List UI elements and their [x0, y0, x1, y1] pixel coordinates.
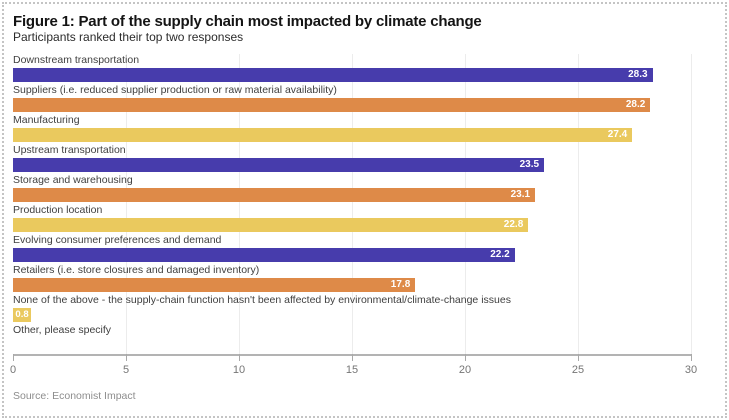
bar-label: Suppliers (i.e. reduced supplier product… — [13, 84, 337, 96]
axis-tick-label: 5 — [122, 364, 130, 376]
bar-row: Evolving consumer preferences and demand… — [13, 234, 691, 264]
bar: 22.8 — [13, 218, 529, 232]
bar-value: 28.2 — [625, 99, 646, 110]
axis-tick-label: 10 — [232, 364, 246, 376]
x-axis: 0 5 10 15 20 25 30 — [9, 354, 697, 381]
figure-title: Figure 1: Part of the supply chain most … — [13, 13, 482, 30]
axis-tick-label: 30 — [684, 364, 698, 376]
bar-value: 23.1 — [510, 189, 531, 200]
bar-label: Retailers (i.e. store closures and damag… — [13, 264, 260, 276]
bar-value: 0.8 — [15, 309, 29, 320]
bar-row: None of the above - the supply-chain fun… — [13, 294, 691, 324]
bar-row: Retailers (i.e. store closures and damag… — [13, 264, 691, 294]
gridline — [239, 54, 240, 355]
bar-label: Manufacturing — [13, 114, 80, 126]
figure-content: Figure 1: Part of the supply chain most … — [4, 4, 725, 416]
axis-tick — [691, 354, 692, 361]
bar-track: 22.8 — [13, 218, 691, 232]
bar: 23.1 — [13, 188, 536, 202]
bar-value: 22.2 — [490, 249, 510, 260]
bar-track — [13, 338, 691, 352]
bar: 28.3 — [13, 68, 653, 82]
bar-row: Storage and warehousing 23.1 — [13, 174, 691, 204]
bar-row: Other, please specify — [13, 324, 691, 354]
axis-tick-label: 20 — [458, 364, 472, 376]
bar-rows: Downstream transportation 28.3 Suppliers (… — [13, 54, 691, 354]
bar: 23.5 — [13, 158, 545, 172]
bar-label: None of the above - the supply-chain fun… — [13, 294, 511, 306]
bar-value: 17.8 — [390, 279, 411, 290]
axis-tick-label: 0 — [9, 364, 17, 376]
gridline — [578, 54, 579, 355]
bar-track: 17.8 — [13, 278, 691, 292]
bar-label: Production location — [13, 204, 103, 216]
gridline — [465, 54, 466, 355]
bar-row: Upstream transportation 23.5 — [13, 144, 691, 174]
gridline — [691, 54, 692, 355]
axis-tick-label: 15 — [345, 364, 359, 376]
gridline — [126, 54, 127, 355]
bar-track: 28.3 — [13, 68, 691, 82]
bar-track: 23.1 — [13, 188, 691, 202]
bar: 0.8 — [13, 308, 32, 322]
bar: 27.4 — [13, 128, 633, 142]
gridline — [352, 54, 353, 355]
bar-label: Downstream transportation — [13, 54, 140, 66]
bar-value: 27.4 — [607, 129, 628, 140]
axis-tick — [126, 354, 127, 361]
source-note: Source: Economist Impact — [13, 390, 136, 402]
bar: 17.8 — [13, 278, 416, 292]
axis-tick-label: 25 — [571, 364, 585, 376]
bar-track: 27.4 — [13, 128, 691, 142]
bar-label: Evolving consumer preferences and demand — [13, 234, 222, 246]
bar-label: Storage and warehousing — [13, 174, 133, 186]
bar-value: 23.5 — [519, 159, 540, 170]
bar-track: 28.2 — [13, 98, 691, 112]
figure-subtitle: Participants ranked their top two respon… — [13, 30, 244, 44]
axis-tick — [352, 354, 353, 361]
bar-row: Production location 22.8 — [13, 204, 691, 234]
axis-tick — [578, 354, 579, 361]
bar-row: Suppliers (i.e. reduced supplier product… — [13, 84, 691, 114]
bar-value: 22.8 — [503, 219, 524, 230]
bar-track: 22.2 — [13, 248, 691, 262]
bar-row: Downstream transportation 28.3 — [13, 54, 691, 84]
gridline-layer — [13, 54, 692, 355]
axis-tick — [13, 354, 14, 361]
bar-value: 28.3 — [628, 69, 648, 80]
bar: 28.2 — [13, 98, 651, 112]
bar: 22.2 — [13, 248, 515, 262]
bar-label: Other, please specify — [13, 324, 112, 336]
bar-track: 0.8 — [13, 308, 691, 322]
bar-label: Upstream transportation — [13, 144, 126, 156]
bar-track: 23.5 — [13, 158, 691, 172]
bar-row: Manufacturing 27.4 — [13, 114, 691, 144]
bar-chart: Downstream transportation 28.3 Suppliers (… — [9, 54, 697, 381]
axis-tick — [239, 354, 240, 361]
axis-tick — [465, 354, 466, 361]
